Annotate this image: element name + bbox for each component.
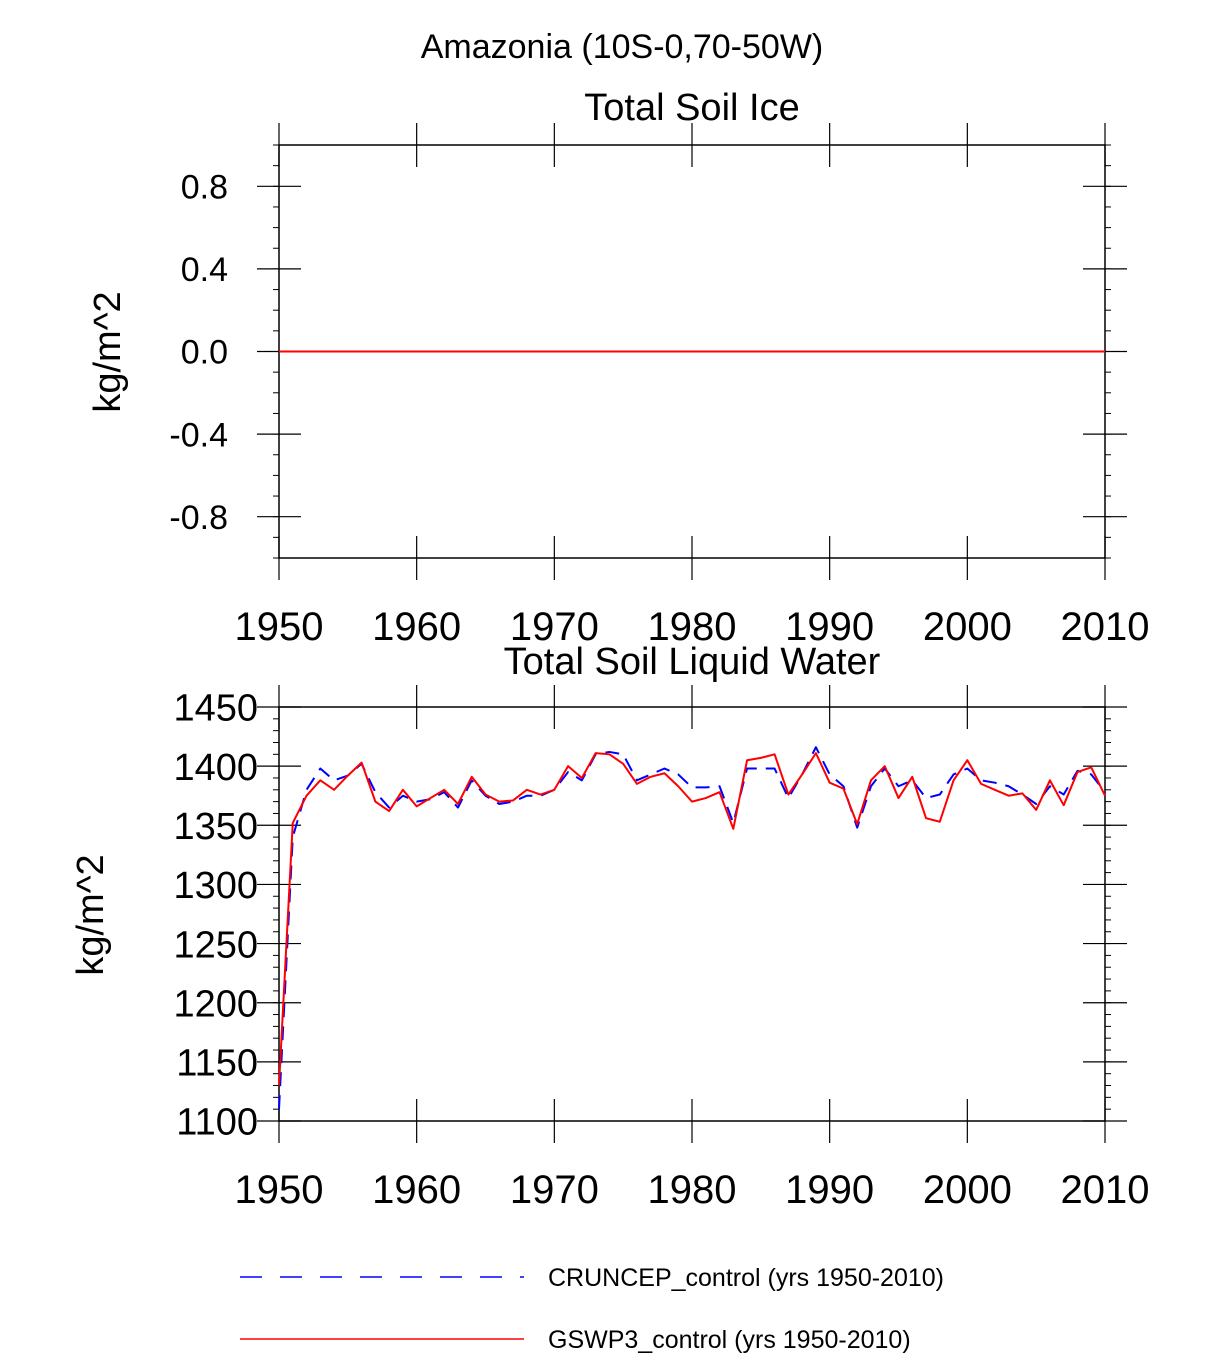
x-tick-label: 1980 xyxy=(648,1168,737,1212)
tick-group: 1450 1400 1350 1300 1250 1200 1150 1100 1950 1960… xyxy=(173,685,1149,1212)
y-tick-label: 1350 xyxy=(173,806,258,848)
x-tick-label: 2010 xyxy=(1061,605,1150,649)
y-tick-label: 1200 xyxy=(173,983,258,1025)
x-tick-label: 1960 xyxy=(372,1168,461,1212)
panel-total-soil-liquid-water: Total Soil Liquid Water kg/m^2 145014001… xyxy=(70,641,1149,1212)
x-tick-label: 1950 xyxy=(235,605,324,649)
axes-frame xyxy=(278,706,1106,1122)
plot-frame xyxy=(278,706,1106,1122)
panel-title: Total Soil Liquid Water xyxy=(504,641,881,683)
figure-title: Amazonia (10S-0,70-50W) xyxy=(421,28,824,66)
x-tick-label: 1970 xyxy=(510,605,599,649)
tick-group: 0.8 0.4 0.0 -0.4 -0.8 1950 1960 1970 1980 1990 200… xyxy=(169,123,1149,649)
x-tick-label: 1970 xyxy=(510,1168,599,1212)
y-tick-label: 0.4 xyxy=(181,251,228,289)
legend: CRUNCEP_control (yrs 1950-2010) GSWP3_co… xyxy=(240,1264,944,1353)
x-tick-label: 2010 xyxy=(1061,1168,1150,1212)
series-line-cruncep-control xyxy=(278,746,1106,1110)
y-tick-label: 1250 xyxy=(173,924,258,966)
x-tick-label: 1980 xyxy=(648,605,737,649)
y-tick-label: 1150 xyxy=(176,1043,258,1085)
y-tick-label: 0.0 xyxy=(181,334,228,372)
series-line-gswp3-control xyxy=(278,752,1106,1086)
panel-title: Total Soil Ice xyxy=(584,87,799,129)
y-tick-label: 1300 xyxy=(173,865,258,907)
x-tick-label: 1950 xyxy=(235,1168,324,1212)
legend-label-cruncep: CRUNCEP_control (yrs 1950-2010) xyxy=(548,1264,944,1292)
x-tick-label: 2000 xyxy=(923,605,1012,649)
y-axis-label: kg/m^2 xyxy=(70,854,112,975)
y-tick-label: 1400 xyxy=(173,747,258,789)
y-tick-label: 0.8 xyxy=(181,169,228,207)
x-tick-label: 1990 xyxy=(785,1168,874,1212)
y-tick-label: 1100 xyxy=(176,1102,258,1144)
x-tick-label: 1990 xyxy=(785,605,874,649)
series-group xyxy=(278,746,1106,1110)
y-tick-label: 1450 xyxy=(173,688,258,730)
x-tick-label: 2000 xyxy=(923,1168,1012,1212)
y-tick-label: -0.4 xyxy=(169,416,228,454)
legend-label-gswp3: GSWP3_control (yrs 1950-2010) xyxy=(548,1326,911,1353)
y-tick-label: -0.8 xyxy=(169,499,228,537)
y-axis-label: kg/m^2 xyxy=(87,291,129,412)
x-tick-label: 1960 xyxy=(372,605,461,649)
panel-total-soil-ice: Total Soil Ice kg/m^2 0.8 0.4 0.0 -0.4 -0.8 1… xyxy=(87,87,1149,649)
